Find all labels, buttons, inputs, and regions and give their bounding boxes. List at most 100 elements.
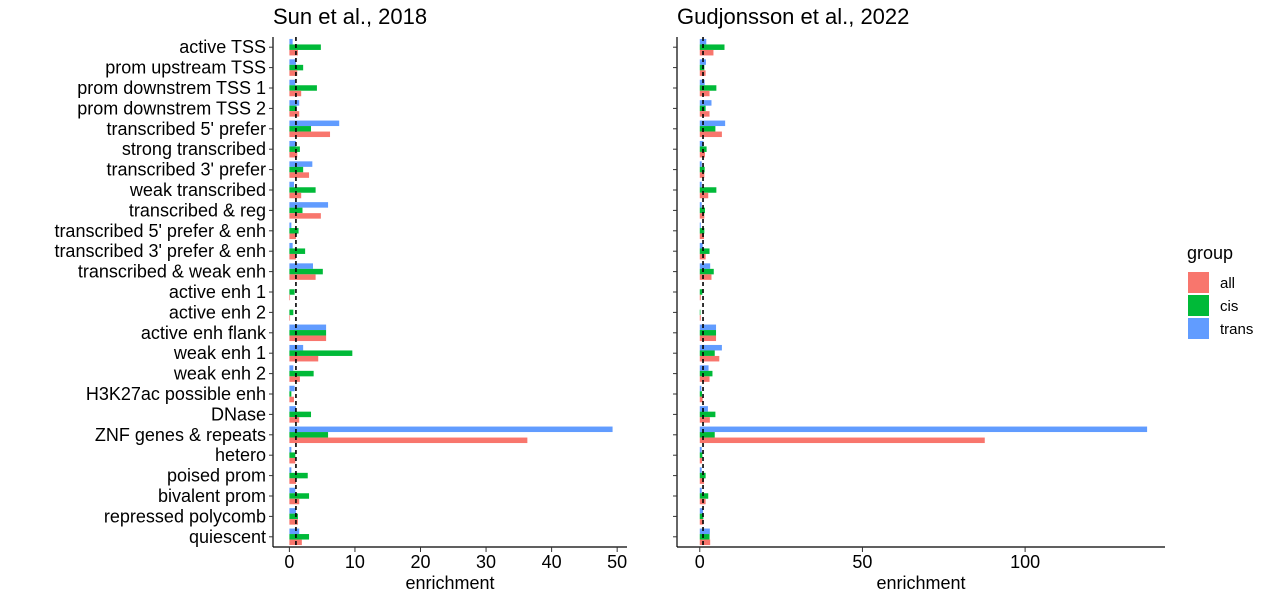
bar-cis [289,472,308,479]
bar-cis [289,350,353,356]
legend-title: group [1187,243,1233,263]
bar-cis [289,248,306,254]
bar-trans [289,120,340,127]
bar-all [289,457,296,464]
legend-entries: all cis trans [1188,272,1253,339]
bar-all [289,437,528,444]
bar-trans [289,38,293,45]
bar-cis [699,350,715,356]
bar-trans [289,202,329,208]
bar-cis [699,126,716,132]
bar-trans [289,528,300,535]
category-label: strong transcribed [122,139,266,159]
bar-trans [289,242,293,249]
bar-all [699,172,705,178]
bar-all [699,294,701,301]
bar-trans [289,140,296,147]
bar-trans [699,100,712,106]
bar-cis [289,187,316,193]
bar-cis [699,268,714,275]
category-label: DNase [211,404,266,424]
bar-all [699,131,722,138]
bar-cis [289,330,327,336]
bar-trans [699,324,717,331]
bar-trans [699,38,707,45]
x-tick-label: 40 [542,552,562,572]
bar-cis [289,289,295,295]
bar-all [699,376,710,382]
x-axis-title: enrichment [876,573,965,593]
bar-all [289,498,300,505]
bar-all [699,396,703,403]
bar-all [289,233,296,240]
bar-trans [699,59,706,65]
bar-cis [699,432,715,438]
bar-all [289,417,300,423]
x-tick-label: 50 [852,552,872,572]
bar-trans [289,161,313,167]
bar-trans [699,222,701,229]
bar-all [289,192,302,199]
bar-all [289,172,310,178]
bar-cis [699,207,705,214]
bar-trans [699,161,702,167]
bar-trans [289,467,292,473]
bar-cis [289,432,329,438]
category-label: active enh 1 [169,282,266,302]
bar-trans [699,181,702,188]
bar-trans [699,426,1148,433]
bar-trans [699,446,702,453]
bar-trans [699,528,710,535]
x-axis-title: enrichment [405,573,494,593]
legend-key-all [1188,272,1209,293]
bar-all [289,335,327,342]
bar-trans [289,385,295,392]
category-label: active TSS [179,37,266,57]
bar-cis [699,513,704,520]
category-label: bivalent prom [158,486,266,506]
bar-cis [699,309,701,316]
category-label: poised prom [167,466,266,486]
bar-all [289,70,298,76]
x-tick-label: 100 [1010,552,1040,572]
bar-cis [289,207,303,214]
bar-trans [289,222,292,229]
bar-trans [699,406,708,412]
bar-trans [289,446,292,453]
bar-cis [289,268,323,275]
bar-all [289,519,298,525]
bar-cis [699,370,713,377]
bar-all [289,294,291,301]
bar-trans [289,181,294,188]
bar-trans [699,365,709,371]
bar-cis [289,126,312,132]
bar-trans [699,140,704,147]
bar-all [699,49,714,56]
bar-trans [289,426,613,433]
bar-trans [699,487,702,494]
bar-all [289,151,298,158]
category-label: prom downstrem TSS 2 [77,98,266,118]
bar-all [289,111,300,117]
category-label: weak enh 2 [173,364,266,384]
bar-cis [699,228,705,234]
bar-trans [289,100,300,106]
category-label: transcribed 5' prefer & enh [54,221,266,241]
category-label: repressed polycomb [104,506,266,526]
panel-gudjonsson-2022: Gudjonsson et al., 2022 0 50 100 enrichmen… [673,4,1165,593]
category-label: prom downstrem TSS 1 [77,78,266,98]
x-tick-label: 10 [345,552,365,572]
bar-all [699,335,717,342]
bar-all [699,233,705,240]
category-label: active enh flank [141,323,267,343]
category-label: weak transcribed [129,180,266,200]
bar-cis [289,391,292,397]
bar-all [699,151,705,158]
bar-all [699,213,705,219]
category-label: ZNF genes & repeats [95,425,266,445]
panel-title: Sun et al., 2018 [273,4,427,29]
bar-cis [699,493,709,499]
bar-all [289,213,321,219]
bar-cis [289,370,314,377]
bar-cis [699,85,717,91]
